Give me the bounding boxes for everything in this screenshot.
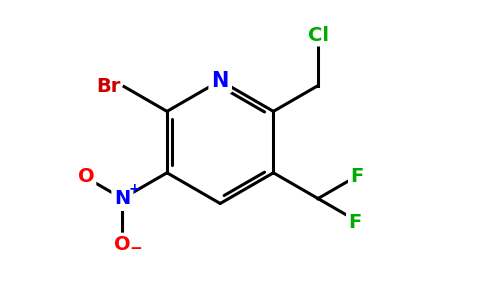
Text: N: N bbox=[114, 189, 131, 208]
Text: Cl: Cl bbox=[307, 26, 329, 45]
Text: F: F bbox=[350, 167, 363, 186]
Text: F: F bbox=[348, 213, 361, 232]
Text: O: O bbox=[114, 235, 131, 254]
Text: Br: Br bbox=[96, 77, 120, 96]
Text: O: O bbox=[78, 167, 94, 186]
Text: N: N bbox=[212, 70, 229, 91]
Text: +: + bbox=[128, 182, 140, 196]
Text: −: − bbox=[129, 241, 142, 256]
